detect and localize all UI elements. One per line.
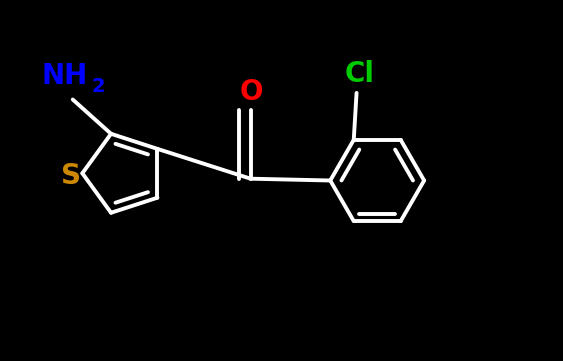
Text: O: O bbox=[239, 78, 263, 106]
Text: 2: 2 bbox=[91, 77, 105, 96]
Text: S: S bbox=[61, 162, 81, 190]
Text: Cl: Cl bbox=[345, 60, 374, 87]
Text: NH: NH bbox=[41, 62, 87, 91]
